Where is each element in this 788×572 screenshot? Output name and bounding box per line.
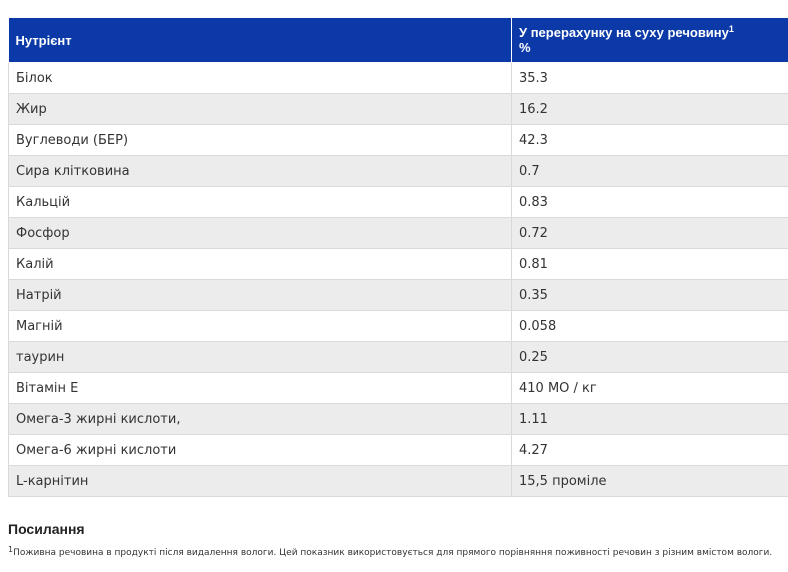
nutrient-name: Калій	[8, 248, 512, 280]
footnote-text: Поживна речовина в продукті після видале…	[13, 548, 773, 558]
header-row: Нутрієнт У перерахунку на суху речовину1…	[8, 18, 788, 63]
nutrient-value: 4.27	[511, 434, 788, 466]
table-row: Вуглеводи (БЕР) 42.3	[8, 124, 788, 156]
nutrient-value: 0.058	[511, 310, 788, 342]
nutrient-value: 0.7	[511, 155, 788, 187]
table-row: таурин 0.25	[8, 341, 788, 373]
nutrient-value: 42.3	[511, 124, 788, 156]
nutrient-value: 1.11	[511, 403, 788, 435]
table-header: Нутрієнт У перерахунку на суху речовину1…	[8, 18, 788, 63]
nutrient-value: 0.83	[511, 186, 788, 218]
footnote-marker: 1	[8, 545, 14, 554]
nutrient-name: L-карнітин	[8, 465, 512, 497]
table-row: Сира клітковина 0.7	[8, 155, 788, 187]
nutrient-value: 16.2	[511, 93, 788, 125]
table-body: Білок 35.3 Жир 16.2 Вуглеводи (БЕР) 42.3 Сира …	[8, 62, 788, 497]
header-unit: %	[519, 40, 531, 55]
nutrient-name: Вітамін Е	[8, 372, 512, 404]
nutrient-name: Сира клітковина	[8, 155, 512, 187]
nutrient-name: Вуглеводи (БЕР)	[8, 124, 512, 156]
nutrient-name: Жир	[8, 93, 512, 125]
nutrient-name: Магній	[8, 310, 512, 342]
nutrient-value: 0.72	[511, 217, 788, 249]
nutrient-table: Нутрієнт У перерахунку на суху речовину1…	[8, 18, 788, 497]
nutrient-name: таурин	[8, 341, 512, 373]
table-row: Натрій 0.35	[8, 279, 788, 311]
header-footnote-marker: 1	[728, 24, 734, 34]
nutrient-value: 410 МО / кг	[511, 372, 788, 404]
header-dry-matter: У перерахунку на суху речовину1 %	[511, 18, 788, 63]
footnote: 1Поживна речовина в продукті після видал…	[8, 545, 773, 559]
nutrient-name: Омега-6 жирні кислоти	[8, 434, 512, 466]
table-row: Омега-6 жирні кислоти 4.27	[8, 434, 788, 466]
table-row: Магній 0.058	[8, 310, 788, 342]
table-row: L-карнітин 15,5 проміле	[8, 465, 788, 497]
table-row: Омега-3 жирні кислоти, 1.11	[8, 403, 788, 435]
table-row: Фосфор 0.72	[8, 217, 788, 249]
header-nutrient: Нутрієнт	[8, 18, 512, 63]
references-title: Посилання	[8, 521, 85, 537]
nutrient-name: Омега-3 жирні кислоти,	[8, 403, 512, 435]
table-row: Калій 0.81	[8, 248, 788, 280]
table-row: Білок 35.3	[8, 62, 788, 94]
nutrient-value: 0.81	[511, 248, 788, 280]
table-row: Жир 16.2	[8, 93, 788, 125]
nutrient-name: Натрій	[8, 279, 512, 311]
nutrient-name: Білок	[8, 62, 512, 94]
header-dry-matter-label: У перерахунку на суху речовину	[519, 25, 729, 40]
nutrient-value: 35.3	[511, 62, 788, 94]
nutrient-value: 0.25	[511, 341, 788, 373]
nutrient-value: 0.35	[511, 279, 788, 311]
table-row: Кальцій 0.83	[8, 186, 788, 218]
table-row: Вітамін Е 410 МО / кг	[8, 372, 788, 404]
nutrient-name: Фосфор	[8, 217, 512, 249]
nutrient-value: 15,5 проміле	[511, 465, 788, 497]
nutrient-name: Кальцій	[8, 186, 512, 218]
